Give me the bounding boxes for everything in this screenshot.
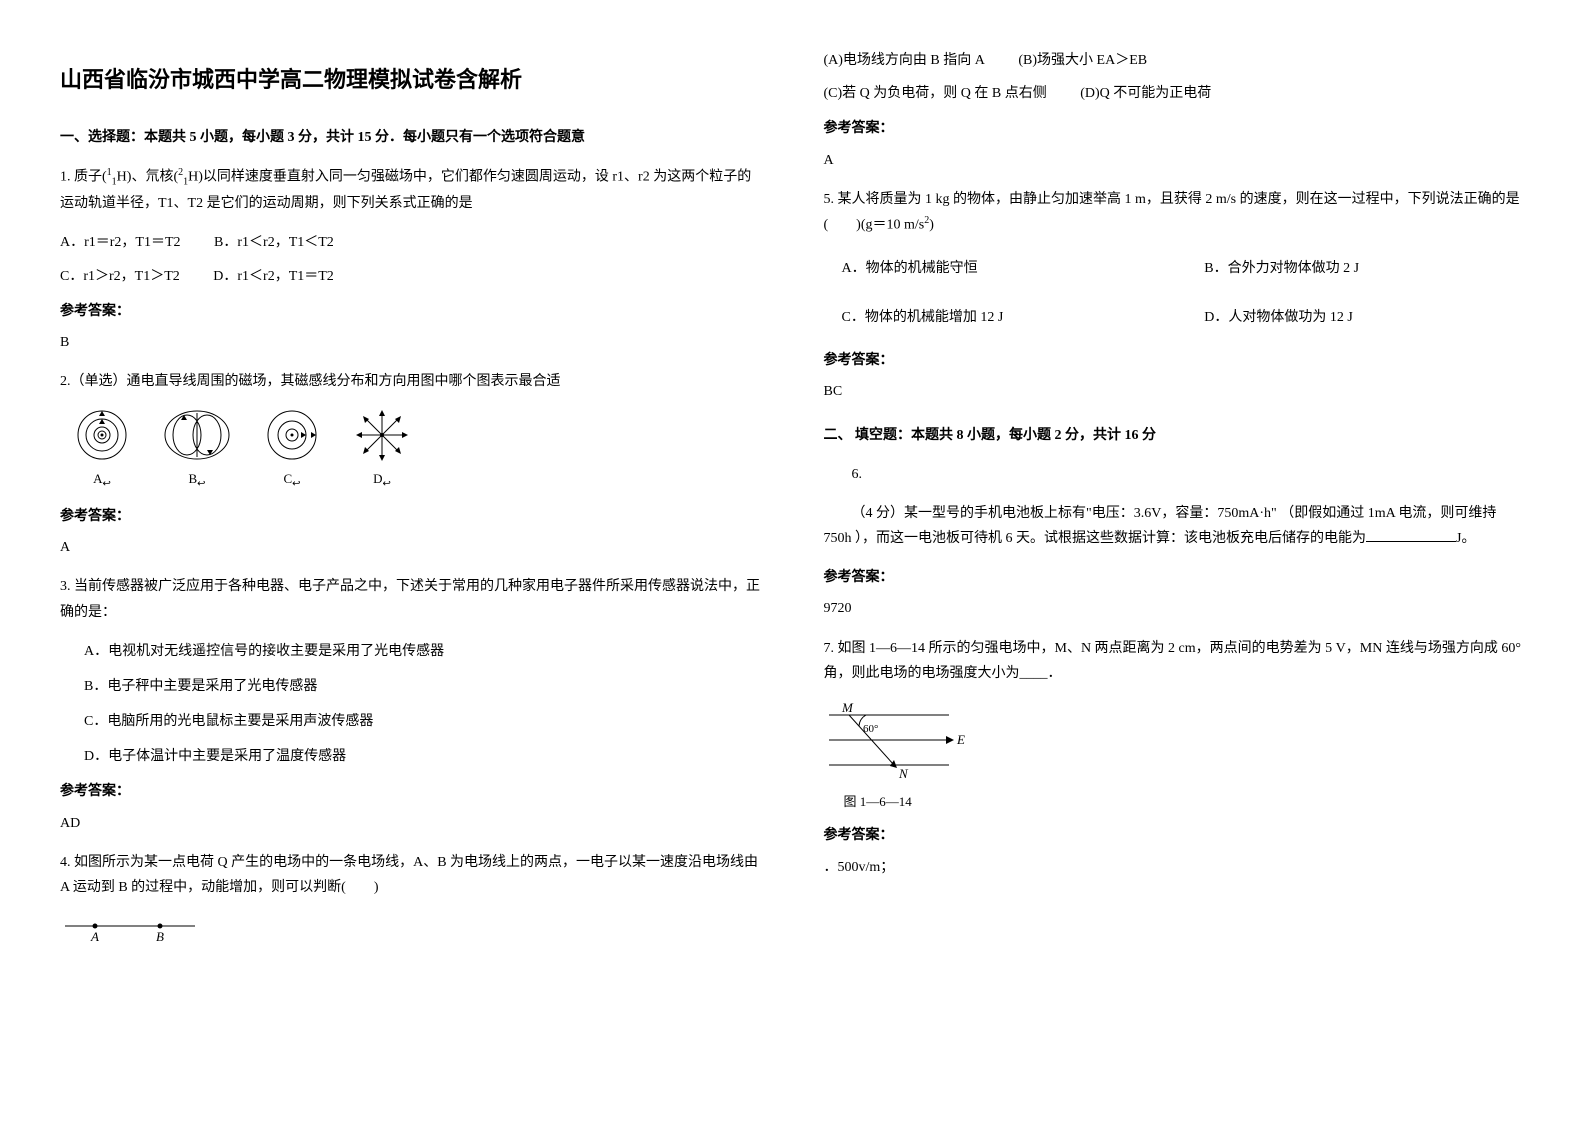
q1-ans: B <box>60 330 764 355</box>
q7-ans-label: 参考答案： <box>824 823 1528 848</box>
q1-optA: A．r1＝r2，T1＝T2 <box>60 230 181 255</box>
question-3: 3. 当前传感器被广泛应用于各种电器、电子产品之中，下述关于常用的几种家用电子器… <box>60 574 764 624</box>
q4-row1: (A)电场线方向由 B 指向 A (B)场强大小 EA＞EB <box>824 48 1528 73</box>
q4-figure: A B <box>60 914 764 944</box>
q7-fig-E: E <box>956 732 965 747</box>
q7-figure: M N E 60° 图 1—6—14 <box>824 700 1528 813</box>
q4-ans: A <box>824 148 1528 173</box>
question-5: 5. 某人将质量为 1 kg 的物体，由静止匀加速举高 1 m，且获得 2 m/… <box>824 187 1528 238</box>
page-wrapper: 山西省临汾市城西中学高二物理模拟试卷含解析 一、选择题：本题共 5 小题，每小题… <box>60 40 1527 954</box>
q5-ans-label: 参考答案： <box>824 348 1528 373</box>
q2-label-B: B <box>188 471 197 486</box>
left-column: 山西省临汾市城西中学高二物理模拟试卷含解析 一、选择题：本题共 5 小题，每小题… <box>60 40 764 954</box>
q4-ans-label: 参考答案： <box>824 116 1528 141</box>
q5-options: A．物体的机械能守恒 B．合外力对物体做功 2 J C．物体的机械能增加 12 … <box>842 256 1528 330</box>
q6-ans: 9720 <box>824 596 1528 621</box>
q5-stem-a: 5. 某人将质量为 1 kg 的物体，由静止匀加速举高 1 m，且获得 2 m/… <box>824 192 1520 233</box>
question-7: 7. 如图 1—6—14 所示的匀强电场中，M、N 两点距离为 2 cm，两点间… <box>824 636 1528 686</box>
right-column: (A)电场线方向由 B 指向 A (B)场强大小 EA＞EB (C)若 Q 为负… <box>824 40 1528 954</box>
q4-optC: (C)若 Q 为负电荷，则 Q 在 B 点右侧 <box>824 81 1047 106</box>
q3-optA: A．电视机对无线遥控信号的接收主要是采用了光电传感器 <box>84 639 764 664</box>
q1-stem-a: 1. 质子( <box>60 169 107 184</box>
q3-optC: C．电脑所用的光电鼠标主要是采用声波传感器 <box>84 709 764 734</box>
q4-fig-A: A <box>90 929 99 944</box>
q6-stem-b: J。 <box>1456 531 1475 546</box>
q5-optA: A．物体的机械能守恒 <box>842 256 1165 281</box>
q2-ans-label: 参考答案： <box>60 504 764 529</box>
question-4: 4. 如图所示为某一点电荷 Q 产生的电场中的一条电场线，A、B 为电场线上的两… <box>60 850 764 900</box>
q1-stem-b: H)、氘核( <box>117 169 178 184</box>
q6-blank <box>1366 527 1456 542</box>
q5-optB: B．合外力对物体做功 2 J <box>1204 256 1527 281</box>
q2-diag-D: D↩ <box>352 408 412 494</box>
question-2: 2.（单选）通电直导线周围的磁场，其磁感线分布和方向用图中哪个图表示最合适 <box>60 369 764 394</box>
doc-title: 山西省临汾市城西中学高二物理模拟试卷含解析 <box>60 60 764 100</box>
q2-label-C: C <box>283 471 292 486</box>
q4-optD: (D)Q 不可能为正电荷 <box>1080 81 1211 106</box>
q7-fig-N: N <box>898 766 909 781</box>
q3-ans-label: 参考答案： <box>60 779 764 804</box>
q1-row1: A．r1＝r2，T1＝T2 B．r1＜r2，T1＜T2 <box>60 230 764 255</box>
q2-diagrams: A↩ B↩ <box>72 408 764 494</box>
q1-optC: C．r1＞r2，T1＞T2 <box>60 264 180 289</box>
q1-optD: D．r1＜r2，T1＝T2 <box>213 264 334 289</box>
q7-fig-angle: 60° <box>863 723 878 735</box>
q2-ans: A <box>60 535 764 560</box>
q7-fig-caption: 图 1—6—14 <box>844 790 1528 813</box>
q5-optD: D．人对物体做功为 12 J <box>1204 305 1527 330</box>
q4-row2: (C)若 Q 为负电荷，则 Q 在 B 点右侧 (D)Q 不可能为正电荷 <box>824 81 1528 106</box>
q5-stem-b: ) <box>929 218 934 233</box>
question-1: 1. 质子(11H)、氘核(21H)以同样速度垂直射入同一匀强磁场中，它们都作匀… <box>60 164 764 217</box>
q4-optA: (A)电场线方向由 B 指向 A <box>824 48 985 73</box>
q3-optD: D．电子体温计中主要是采用了温度传感器 <box>84 744 764 769</box>
q5-ans: BC <box>824 379 1528 404</box>
q7-fig-M: M <box>841 700 854 715</box>
q2-label-A: A <box>93 471 102 486</box>
q3-optB: B．电子秤中主要是采用了光电传感器 <box>84 674 764 699</box>
q1-optB: B．r1＜r2，T1＜T2 <box>214 230 334 255</box>
q2-diag-C: C↩ <box>262 408 322 494</box>
q7-ans: ．500v/m； <box>824 855 1528 880</box>
q4-optB: (B)场强大小 EA＞EB <box>1018 48 1147 73</box>
question-6: （4 分）某一型号的手机电池板上标有"电压：3.6V，容量：750mA·h" （… <box>824 501 1528 551</box>
section1-header: 一、选择题：本题共 5 小题，每小题 3 分，共计 15 分．每小题只有一个选项… <box>60 125 764 150</box>
q4-fig-B: B <box>156 929 164 944</box>
q6-num: 6. <box>852 462 1528 487</box>
q2-diag-A: A↩ <box>72 408 132 494</box>
q2-label-D: D <box>373 471 382 486</box>
q5-optC: C．物体的机械能增加 12 J <box>842 305 1165 330</box>
q2-diag-B: B↩ <box>162 408 232 494</box>
q1-ans-label: 参考答案： <box>60 299 764 324</box>
q6-ans-label: 参考答案： <box>824 565 1528 590</box>
q3-ans: AD <box>60 811 764 836</box>
section2-header: 二、 填空题：本题共 8 小题，每小题 2 分，共计 16 分 <box>824 423 1528 448</box>
q1-row2: C．r1＞r2，T1＞T2 D．r1＜r2，T1＝T2 <box>60 264 764 289</box>
